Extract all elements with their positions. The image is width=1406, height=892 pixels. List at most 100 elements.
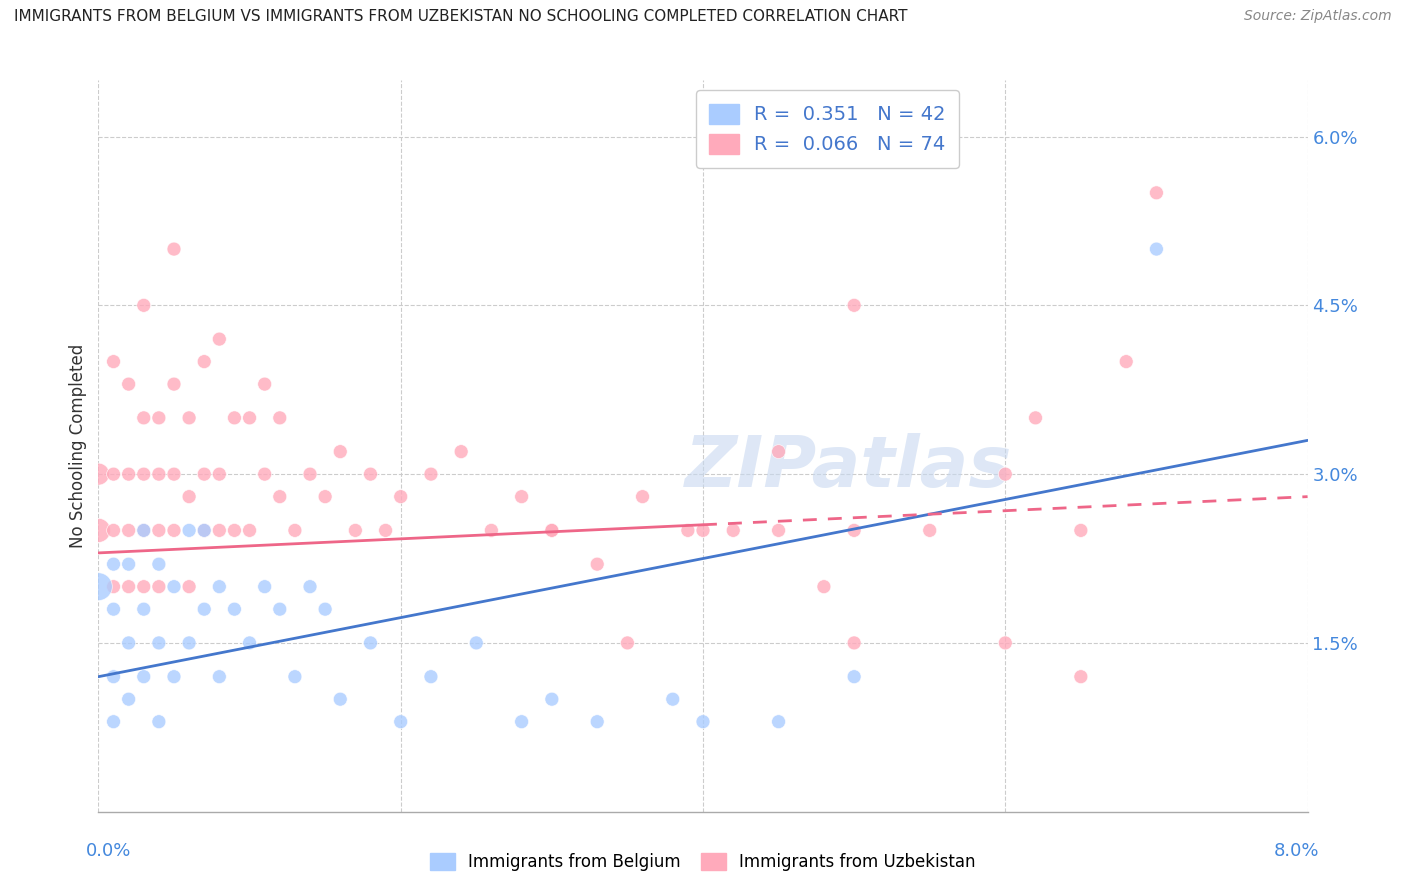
- Point: [344, 524, 367, 538]
- Point: [1070, 524, 1092, 538]
- Point: [118, 557, 141, 571]
- Point: [314, 490, 336, 504]
- Point: [132, 524, 155, 538]
- Point: [269, 602, 291, 616]
- Point: [510, 490, 533, 504]
- Point: [118, 692, 141, 706]
- Point: [118, 524, 141, 538]
- Point: [389, 714, 412, 729]
- Point: [1070, 670, 1092, 684]
- Point: [208, 332, 231, 346]
- Point: [103, 602, 125, 616]
- Legend: Immigrants from Belgium, Immigrants from Uzbekistan: Immigrants from Belgium, Immigrants from…: [422, 845, 984, 880]
- Point: [103, 580, 125, 594]
- Point: [179, 524, 201, 538]
- Point: [540, 524, 562, 538]
- Point: [148, 524, 170, 538]
- Point: [465, 636, 488, 650]
- Point: [224, 602, 246, 616]
- Point: [224, 524, 246, 538]
- Point: [103, 670, 125, 684]
- Text: Source: ZipAtlas.com: Source: ZipAtlas.com: [1244, 9, 1392, 23]
- Point: [450, 444, 472, 458]
- Point: [193, 602, 215, 616]
- Point: [103, 354, 125, 368]
- Point: [132, 602, 155, 616]
- Point: [994, 467, 1017, 482]
- Point: [994, 636, 1017, 650]
- Point: [329, 692, 352, 706]
- Point: [193, 467, 215, 482]
- Point: [179, 636, 201, 650]
- Point: [631, 490, 654, 504]
- Point: [118, 636, 141, 650]
- Point: [118, 580, 141, 594]
- Point: [253, 377, 276, 392]
- Point: [586, 557, 609, 571]
- Point: [1025, 410, 1047, 425]
- Point: [723, 524, 745, 538]
- Point: [239, 636, 262, 650]
- Point: [420, 670, 443, 684]
- Point: [253, 467, 276, 482]
- Point: [148, 636, 170, 650]
- Text: ZIPatlas: ZIPatlas: [685, 434, 1012, 502]
- Point: [132, 524, 155, 538]
- Point: [299, 467, 322, 482]
- Point: [768, 524, 790, 538]
- Point: [208, 524, 231, 538]
- Point: [208, 580, 231, 594]
- Point: [253, 580, 276, 594]
- Point: [676, 524, 699, 538]
- Point: [360, 467, 382, 482]
- Point: [692, 714, 714, 729]
- Point: [208, 467, 231, 482]
- Point: [844, 298, 866, 312]
- Point: [148, 410, 170, 425]
- Point: [103, 714, 125, 729]
- Point: [103, 524, 125, 538]
- Point: [844, 524, 866, 538]
- Point: [374, 524, 396, 538]
- Point: [193, 354, 215, 368]
- Legend: R =  0.351   N = 42, R =  0.066   N = 74: R = 0.351 N = 42, R = 0.066 N = 74: [696, 90, 959, 168]
- Point: [844, 636, 866, 650]
- Point: [132, 410, 155, 425]
- Point: [103, 557, 125, 571]
- Point: [314, 602, 336, 616]
- Point: [844, 670, 866, 684]
- Point: [163, 467, 186, 482]
- Point: [208, 670, 231, 684]
- Point: [118, 467, 141, 482]
- Point: [768, 714, 790, 729]
- Point: [132, 580, 155, 594]
- Point: [299, 580, 322, 594]
- Point: [329, 444, 352, 458]
- Point: [510, 714, 533, 729]
- Point: [163, 242, 186, 256]
- Point: [148, 580, 170, 594]
- Point: [1146, 186, 1168, 200]
- Point: [239, 410, 262, 425]
- Point: [132, 298, 155, 312]
- Point: [179, 580, 201, 594]
- Point: [918, 524, 941, 538]
- Point: [692, 524, 714, 538]
- Point: [1115, 354, 1137, 368]
- Point: [118, 377, 141, 392]
- Point: [148, 467, 170, 482]
- Point: [87, 524, 110, 538]
- Point: [239, 524, 262, 538]
- Point: [179, 410, 201, 425]
- Point: [163, 580, 186, 594]
- Point: [269, 490, 291, 504]
- Point: [87, 580, 110, 594]
- Point: [163, 670, 186, 684]
- Point: [163, 524, 186, 538]
- Point: [193, 524, 215, 538]
- Point: [148, 557, 170, 571]
- Point: [813, 580, 835, 594]
- Point: [103, 467, 125, 482]
- Point: [132, 670, 155, 684]
- Point: [148, 714, 170, 729]
